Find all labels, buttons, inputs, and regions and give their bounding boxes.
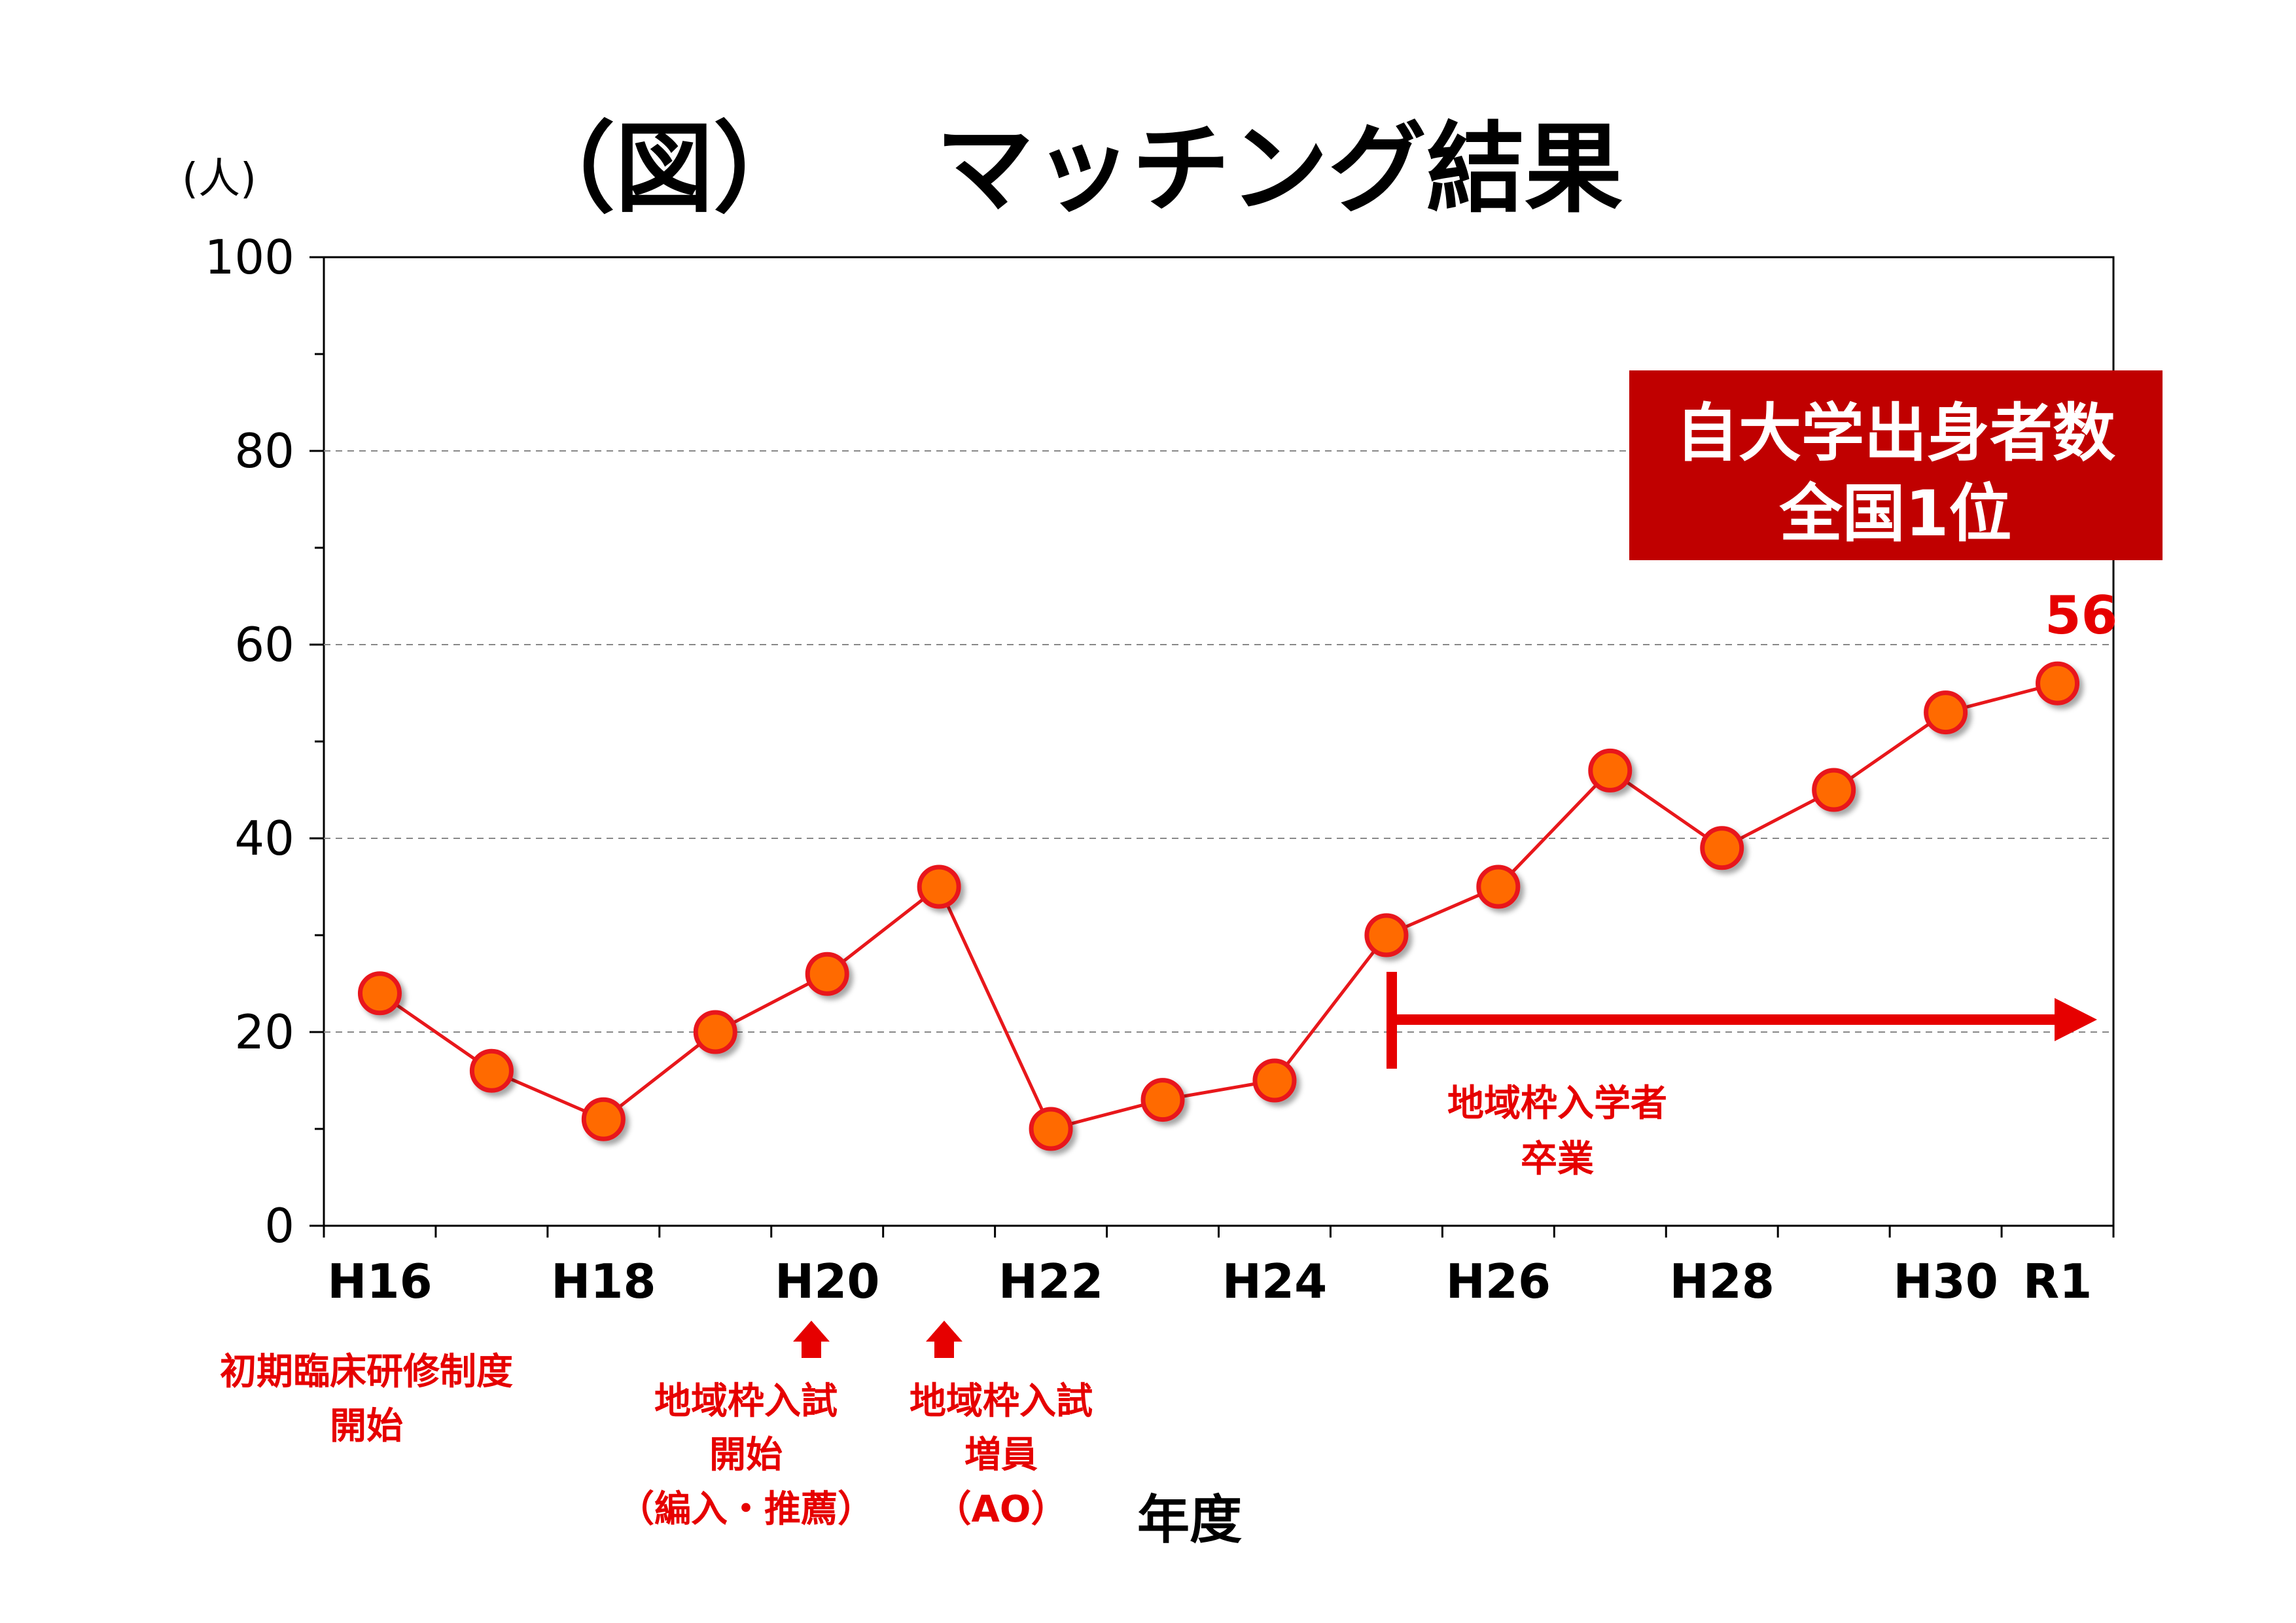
- last-value-label: 56: [2045, 585, 2117, 646]
- data-point-H19: [693, 1010, 737, 1054]
- chart-title-bracket: （図）: [517, 113, 811, 226]
- note-h20-line-3: （編入・推薦）: [618, 1488, 874, 1531]
- data-point-H22: [1029, 1107, 1073, 1151]
- note-h21-line-3: （AO）: [935, 1488, 1068, 1531]
- data-point-H30: [1924, 690, 1968, 735]
- x-axis-title: 年度: [1137, 1489, 1242, 1550]
- data-point-H27: [1588, 748, 1633, 793]
- data-point-H20: [805, 952, 849, 996]
- data-point-H24: [1252, 1058, 1297, 1103]
- badge-line-2: 全国1位: [1779, 477, 2012, 550]
- y-tick-label: 80: [234, 423, 294, 478]
- series-polyline: [379, 681, 2058, 1131]
- x-tick-label: H18: [551, 1254, 656, 1309]
- period-arrow-head: [2055, 998, 2097, 1041]
- note-h20-line-2: 開始: [709, 1434, 783, 1476]
- note-h16-line-1: 初期臨床研修制度: [220, 1351, 513, 1393]
- data-point-H21: [917, 865, 961, 909]
- series-markers: [357, 661, 2080, 1151]
- arrow-up-h20: [793, 1321, 830, 1358]
- ranking-badge: [1629, 370, 2163, 560]
- axes: [309, 256, 2115, 1238]
- note-h20-line-1: 地域枠入試: [654, 1380, 838, 1423]
- x-tick-labels: H16 H18 H20 H22 H24 H26 H28 H30 R1: [327, 1254, 2092, 1309]
- x-tick-label: H20: [775, 1254, 879, 1309]
- x-tick-label: R1: [2023, 1254, 2093, 1309]
- data-point-H26: [1476, 865, 1521, 909]
- chart-title: マッチング結果: [936, 113, 1623, 226]
- data-point-H29: [1812, 768, 1856, 812]
- arrow-up-h21: [926, 1321, 963, 1358]
- data-point-H18: [581, 1097, 626, 1141]
- y-tick-label: 100: [205, 230, 294, 285]
- data-point-H17: [469, 1048, 514, 1093]
- data-point-H23: [1140, 1078, 1185, 1122]
- y-tick-label: 20: [234, 1005, 294, 1060]
- x-tick-label: H28: [1669, 1254, 1774, 1309]
- data-point-R1: [2036, 661, 2080, 705]
- y-unit-label: (人): [182, 155, 256, 204]
- note-h25-line-2: 卒業: [1521, 1138, 1594, 1181]
- y-tick-label: 60: [234, 617, 294, 672]
- series-line: [379, 681, 2058, 1131]
- note-h21-line-2: 増員: [964, 1434, 1038, 1476]
- y-tick-label: 40: [234, 811, 294, 866]
- data-point-H16: [357, 971, 402, 1016]
- x-tick-label: H30: [1893, 1254, 1998, 1309]
- data-point-H28: [1700, 826, 1744, 870]
- x-tick-label: H26: [1446, 1254, 1551, 1309]
- grid-lines: [324, 450, 2113, 1033]
- data-point-H25: [1364, 913, 1409, 957]
- x-tick-label: H22: [998, 1254, 1103, 1309]
- y-tick-labels: 0 20 40 60 80 100: [205, 230, 294, 1253]
- note-h25-line-1: 地域枠入学者: [1447, 1082, 1667, 1125]
- note-h21-line-1: 地域枠入試: [910, 1380, 1093, 1423]
- note-h16-line-2: 開始: [330, 1405, 403, 1448]
- x-tick-label: H24: [1222, 1254, 1327, 1309]
- y-tick-label: 0: [264, 1198, 294, 1253]
- x-tick-label: H16: [327, 1254, 432, 1309]
- badge-line-1: 自大学出身者数: [1676, 397, 2115, 470]
